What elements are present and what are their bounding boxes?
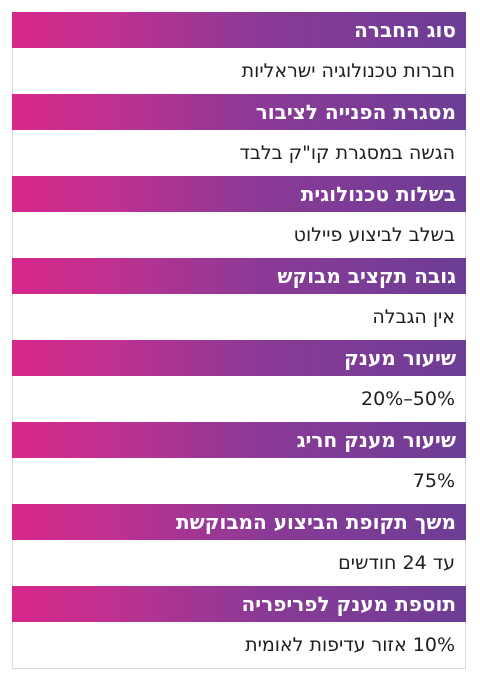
row-requested-budget: גובה תקציב מבוקש אין הגבלה (12, 258, 466, 340)
row-label: שיעור מענק חריג (12, 422, 466, 458)
row-label: מסגרת הפנייה לציבור (12, 94, 466, 130)
row-value: הגשה במסגרת קו"ק בלבד (12, 130, 466, 176)
row-periphery-bonus: תוספת מענק לפריפריה 10% אזור עדיפות לאומ… (12, 586, 466, 669)
row-application-framework: מסגרת הפנייה לציבור הגשה במסגרת קו"ק בלב… (12, 94, 466, 176)
row-label: משך תקופת הביצוע המבוקשת (12, 504, 466, 540)
row-value: בשלב לביצוע פיילוט (12, 212, 466, 258)
row-label: שיעור מענק (12, 340, 466, 376)
row-value: עד 24 חודשים (12, 540, 466, 586)
row-value: 10% אזור עדיפות לאומית (12, 622, 466, 669)
row-grant-rate: שיעור מענק 50%–20% (12, 340, 466, 422)
row-label: גובה תקציב מבוקש (12, 258, 466, 294)
row-value: אין הגבלה (12, 294, 466, 340)
row-value: חברות טכנולוגיה ישראליות (12, 48, 466, 94)
row-label: בשלות טכנולוגית (12, 176, 466, 212)
row-technology-maturity: בשלות טכנולוגית בשלב לביצוע פיילוט (12, 176, 466, 258)
row-execution-period: משך תקופת הביצוע המבוקשת עד 24 חודשים (12, 504, 466, 586)
row-exceptional-grant-rate: שיעור מענק חריג 75% (12, 422, 466, 504)
row-company-type: סוג החברה חברות טכנולוגיה ישראליות (12, 12, 466, 94)
row-label: תוספת מענק לפריפריה (12, 586, 466, 622)
row-value: 75% (12, 458, 466, 504)
row-value: 50%–20% (12, 376, 466, 422)
row-label: סוג החברה (12, 12, 466, 48)
info-table: סוג החברה חברות טכנולוגיה ישראליות מסגרת… (12, 12, 466, 669)
